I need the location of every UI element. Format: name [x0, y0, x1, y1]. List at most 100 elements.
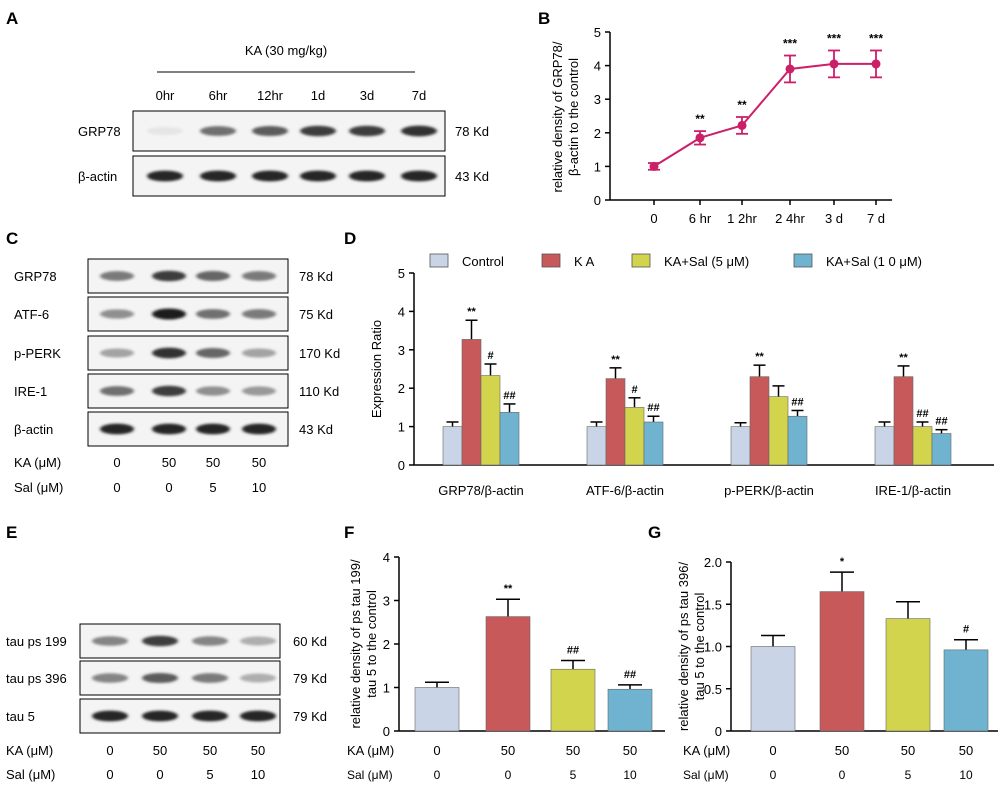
blot-row-label: tau 5 — [6, 709, 35, 724]
significance-label: *** — [827, 31, 841, 45]
bar — [787, 415, 808, 466]
blot-band — [192, 673, 228, 683]
lane-label: 7d — [412, 88, 426, 103]
bar — [912, 426, 933, 466]
y-tick-label: 3 — [594, 92, 601, 107]
x-tick-label: 7 d — [867, 211, 885, 226]
x-category-label: GRP78/β-actin — [438, 483, 524, 498]
blot-band — [142, 710, 178, 722]
y-tick-label: 3 — [383, 594, 390, 609]
significance-label: ## — [791, 396, 803, 408]
ka-value: 50 — [162, 455, 176, 470]
ka-value: 50 — [251, 743, 265, 758]
data-point — [829, 59, 839, 69]
sal-value: 0 — [165, 480, 172, 495]
ka-value: 0 — [113, 455, 120, 470]
blot-box — [132, 110, 446, 152]
y-axis-label: relative density of GRP78/ — [550, 41, 565, 192]
blot-size-label: 110 Kd — [299, 384, 339, 399]
panel-letter-f: F — [344, 523, 354, 542]
significance-label: # — [631, 384, 637, 396]
sal-row-label: Sal (μM) — [14, 480, 63, 495]
blot-row-label: ATF-6 — [14, 307, 49, 322]
ka-value: 50 — [959, 743, 973, 758]
y-tick-label: 1 — [594, 159, 601, 174]
y-tick-label: 1.0 — [704, 640, 722, 655]
blot-band — [196, 348, 230, 358]
x-category-label: p-PERK/β-actin — [724, 483, 814, 498]
bar — [893, 376, 914, 466]
significance-label: # — [487, 350, 493, 362]
blot-band — [196, 271, 230, 281]
bar — [624, 407, 645, 466]
blot-band — [92, 636, 128, 646]
blot-band — [242, 386, 276, 396]
blot-band — [92, 673, 128, 683]
y-tick-label: 0.5 — [704, 682, 722, 697]
blot-band — [240, 636, 276, 646]
lane-label: 1d — [311, 88, 325, 103]
sal-value: 0 — [106, 767, 113, 782]
y-tick-label: 2 — [594, 126, 601, 141]
bar-chart-f: 0 1 2 3 4 0 0 ** 50 0 ## 50 5 ## 50 10 KA (μM) Sal (μM) re… — [347, 550, 665, 782]
blot-size-label: 79 Kd — [293, 671, 327, 686]
blot-band — [242, 348, 276, 358]
data-point — [695, 133, 705, 143]
bar-chart-d: 0 1 2 3 4 5 Expression Ratio Control K A KA+Sal (… — [369, 253, 994, 498]
blot-band — [142, 672, 178, 684]
sal-row-label: Sal (μM) — [683, 768, 729, 782]
significance-label: *** — [783, 37, 797, 51]
sal-value: 5 — [209, 480, 216, 495]
significance-label: * — [840, 556, 845, 568]
panel-letter-e: E — [6, 523, 17, 542]
sal-value: 5 — [206, 767, 213, 782]
panel-letter-c: C — [6, 229, 18, 248]
ka-row-label: KA (μM) — [347, 743, 394, 758]
western-blot-c: GRP78 78 Kd ATF-6 75 Kd p-PERK 170 Kd IRE-1 110… — [14, 258, 340, 495]
blot-band — [252, 170, 288, 182]
blot-band — [147, 170, 183, 182]
x-category-label: IRE-1/β-actin — [875, 483, 951, 498]
y-axis-label: relative density of ps tau 396/ — [676, 562, 691, 731]
y-axis-label: tau 5 to the control — [692, 593, 707, 701]
blot-band — [242, 271, 276, 281]
ka-value: 50 — [566, 743, 580, 758]
y-tick-label: 2.0 — [704, 555, 722, 570]
sal-row-label: Sal (μM) — [6, 767, 55, 782]
blot-row-label: p-PERK — [14, 346, 61, 361]
treatment-label: KA (30 mg/kg) — [245, 43, 327, 58]
significance-label: ** — [899, 352, 908, 364]
lane-label: 0hr — [156, 88, 175, 103]
data-point — [785, 64, 795, 74]
ka-value: 50 — [153, 743, 167, 758]
data-point — [737, 120, 747, 130]
y-tick-label: 1.5 — [704, 597, 722, 612]
bar — [874, 426, 895, 466]
y-tick-label: 5 — [398, 266, 405, 281]
legend-label: KA+Sal (5 μM) — [664, 254, 749, 269]
ka-row-label: KA (μM) — [6, 743, 53, 758]
blot-size-label: 43 Kd — [299, 422, 333, 437]
x-tick-label: 3 d — [825, 211, 843, 226]
blot-band — [152, 347, 186, 359]
blot-band — [240, 673, 276, 683]
sal-value: 5 — [570, 768, 577, 782]
blot-row-label: tau ps 199 — [6, 634, 67, 649]
ka-value: 50 — [835, 743, 849, 758]
sal-row-label: Sal (μM) — [347, 768, 393, 782]
blot-row-label: β-actin — [14, 422, 53, 437]
legend-swatch — [631, 253, 651, 268]
legend-label: K A — [574, 254, 595, 269]
blot-size-label: 78 Kd — [299, 269, 333, 284]
x-tick-label: 6 hr — [689, 211, 712, 226]
significance-label: ## — [624, 669, 636, 681]
x-tick-label: 1 2hr — [727, 211, 757, 226]
blot-band — [152, 308, 186, 320]
panel-letter-g: G — [648, 523, 661, 542]
bar — [499, 412, 520, 466]
blot-size-label: 60 Kd — [293, 634, 327, 649]
ka-value: 0 — [106, 743, 113, 758]
line-chart-b: 0 1 2 3 4 5 0 6 hr ** 1 2hr ** 2 4hr *** 3 d *** 7 d ***… — [550, 25, 892, 226]
y-axis-label: β-actin to the control — [566, 58, 581, 176]
